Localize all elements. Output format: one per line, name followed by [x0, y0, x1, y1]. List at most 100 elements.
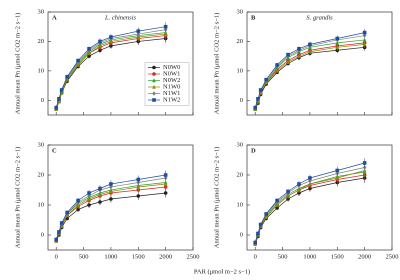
y-tick-label: 30: [237, 141, 244, 148]
marker: [136, 29, 141, 33]
plot-frame: [246, 144, 393, 251]
marker: [264, 214, 268, 219]
x-tick-label: 2000: [358, 253, 371, 260]
legend-marker: [152, 91, 156, 96]
marker: [362, 30, 367, 35]
marker: [59, 221, 64, 225]
marker: [59, 88, 64, 92]
marker: [87, 51, 91, 55]
marker: [57, 97, 61, 101]
marker: [286, 193, 290, 198]
marker: [65, 74, 69, 79]
series-line: [55, 183, 166, 242]
y-tick-label: 20: [237, 171, 244, 178]
panel-title: S. grandis: [306, 14, 333, 21]
marker: [335, 45, 340, 50]
marker: [335, 175, 340, 180]
marker: [87, 54, 91, 58]
marker: [308, 176, 312, 180]
legend-marker: [152, 98, 156, 102]
y-tick-label: 30: [38, 8, 45, 15]
legend-marker: [152, 65, 156, 70]
y-tick-label: 30: [237, 8, 244, 15]
series-line: [254, 35, 365, 108]
plot-frame: [47, 144, 194, 251]
series-line: [55, 32, 166, 108]
y-axis-label: Annual mean Pn (μmol CO2 m−2 s−1): [14, 147, 21, 248]
series-line: [254, 162, 365, 243]
marker: [264, 80, 268, 85]
marker: [275, 68, 279, 73]
marker: [258, 222, 263, 227]
plot-frame: [246, 11, 393, 116]
plot-frame: [47, 11, 194, 116]
y-tick-label: 10: [38, 201, 45, 208]
marker: [163, 24, 168, 29]
x-tick-label: 500: [278, 253, 288, 260]
marker: [109, 182, 113, 186]
marker: [87, 46, 91, 51]
marker: [136, 177, 141, 182]
marker: [258, 88, 263, 92]
panel-title: L. chinensis: [104, 14, 137, 21]
marker: [253, 105, 258, 110]
marker: [109, 35, 113, 39]
marker: [264, 77, 268, 82]
marker: [163, 181, 168, 186]
marker: [76, 62, 80, 67]
y-tick-label: 10: [237, 201, 244, 208]
marker: [76, 58, 80, 63]
legend-label: N1W1: [163, 90, 180, 97]
marker: [54, 105, 59, 110]
marker: [98, 192, 102, 197]
marker: [362, 37, 367, 42]
x-axis-label: PAR (μmol m−2 s−1): [194, 268, 250, 275]
series-line: [55, 26, 166, 108]
marker: [335, 36, 340, 41]
marker: [76, 202, 80, 207]
y-tick-label: 20: [38, 38, 45, 45]
marker: [76, 207, 80, 212]
marker: [286, 189, 290, 194]
y-tick-label: 20: [38, 171, 45, 178]
x-tick-label: 0: [55, 253, 58, 260]
x-tick-label: 1000: [303, 253, 316, 260]
marker: [264, 212, 268, 216]
marker: [65, 210, 69, 215]
legend-label: N1W2: [163, 96, 180, 103]
marker: [136, 194, 141, 198]
panel-label: A: [52, 14, 57, 21]
y-tick-label: 10: [38, 67, 45, 74]
marker: [76, 198, 80, 203]
marker: [57, 230, 61, 234]
y-tick-label: 0: [240, 97, 243, 104]
series-line: [55, 174, 166, 240]
series-line: [254, 32, 365, 108]
marker: [275, 206, 279, 210]
panel-label: D: [251, 147, 256, 154]
x-tick-label: 500: [79, 253, 89, 260]
y-tick-label: 10: [237, 67, 244, 74]
marker: [308, 42, 312, 47]
marker: [297, 187, 301, 192]
marker: [54, 237, 59, 242]
legend-marker: [152, 84, 156, 89]
marker: [275, 198, 279, 203]
marker: [335, 168, 340, 173]
marker: [98, 186, 102, 191]
x-tick-label: 0: [254, 253, 257, 260]
x-tick-label: 1500: [132, 253, 145, 260]
marker: [286, 52, 290, 57]
x-tick-label: 2500: [386, 253, 399, 260]
y-tick-label: 0: [41, 97, 44, 104]
series-line: [254, 170, 365, 245]
x-tick-label: 2500: [187, 253, 200, 260]
x-tick-label: 2000: [159, 253, 172, 260]
legend-label: N1W0: [163, 83, 180, 90]
marker: [297, 46, 301, 51]
marker: [87, 203, 91, 207]
marker: [136, 184, 141, 189]
y-tick-label: 0: [41, 231, 44, 238]
y-axis-label: Annual mean Pn (μmol CO2 m−2 s−1): [14, 13, 21, 114]
